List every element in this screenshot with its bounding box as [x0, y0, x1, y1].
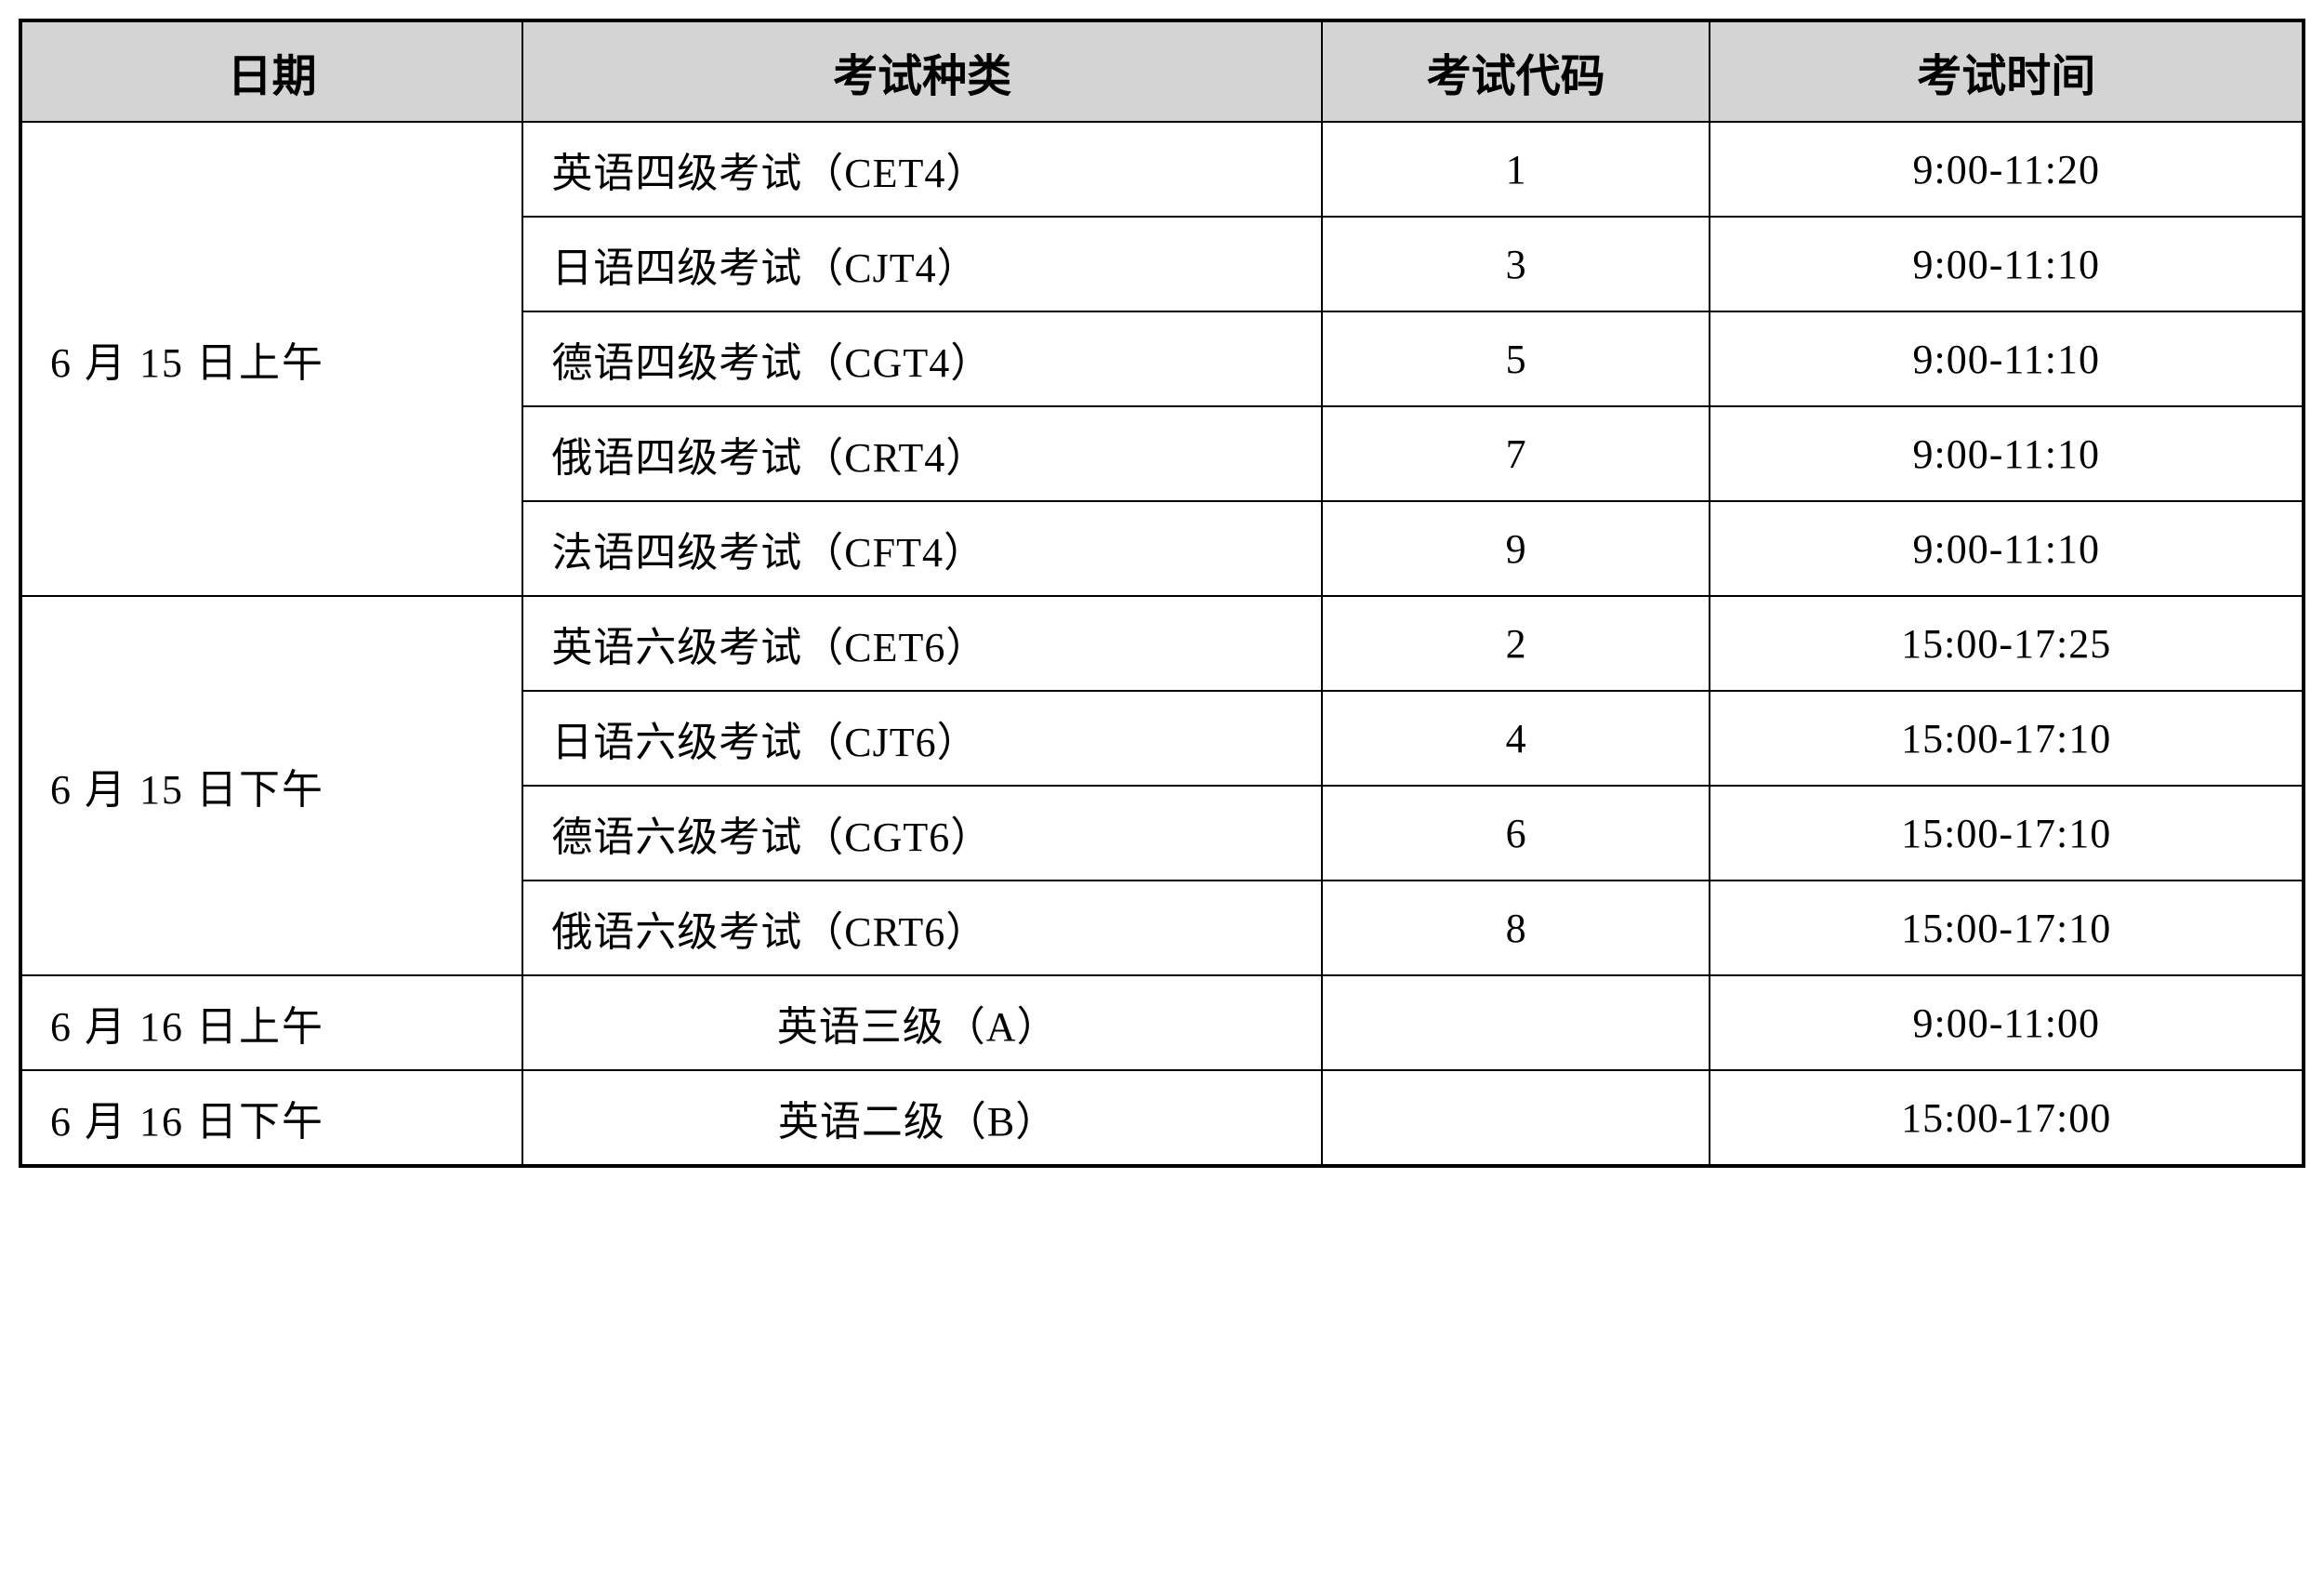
exam-time-cell: 15:00-17:10 — [1710, 691, 2304, 786]
col-header-date: 日期 — [20, 20, 522, 122]
exam-type-cell: 英语六级考试（CET6） — [522, 596, 1322, 691]
exam-type-cell: 俄语四级考试（CRT4） — [522, 406, 1322, 501]
exam-code-cell: 7 — [1322, 406, 1710, 501]
exam-code-cell: 8 — [1322, 881, 1710, 975]
table-header-row: 日期 考试种类 考试代码 考试时间 — [20, 20, 2304, 122]
date-cell: 6 月 15 日下午 — [20, 596, 522, 975]
exam-type-cell: 俄语六级考试（CRT6） — [522, 881, 1322, 975]
col-header-type: 考试种类 — [522, 20, 1322, 122]
exam-code-cell — [1322, 975, 1710, 1070]
exam-time-cell: 9:00-11:10 — [1710, 311, 2304, 406]
exam-code-cell: 4 — [1322, 691, 1710, 786]
exam-code-cell: 2 — [1322, 596, 1710, 691]
table-body: 6 月 15 日上午英语四级考试（CET4）19:00-11:20日语四级考试（… — [20, 122, 2304, 1166]
exam-time-cell: 15:00-17:00 — [1710, 1070, 2304, 1166]
exam-type-cell: 德语六级考试（CGT6） — [522, 786, 1322, 881]
date-cell: 6 月 15 日上午 — [20, 122, 522, 596]
exam-type-cell: 日语六级考试（CJT6） — [522, 691, 1322, 786]
exam-type-cell: 英语三级（A） — [522, 975, 1322, 1070]
col-header-time: 考试时间 — [1710, 20, 2304, 122]
exam-type-cell: 法语四级考试（CFT4） — [522, 501, 1322, 596]
exam-code-cell: 1 — [1322, 122, 1710, 217]
exam-type-cell: 德语四级考试（CGT4） — [522, 311, 1322, 406]
exam-time-cell: 15:00-17:10 — [1710, 881, 2304, 975]
table-row: 6 月 15 日下午英语六级考试（CET6）215:00-17:25 — [20, 596, 2304, 691]
exam-time-cell: 9:00-11:10 — [1710, 217, 2304, 311]
date-cell: 6 月 16 日上午 — [20, 975, 522, 1070]
exam-type-cell: 英语四级考试（CET4） — [522, 122, 1322, 217]
exam-time-cell: 15:00-17:10 — [1710, 786, 2304, 881]
exam-type-cell: 日语四级考试（CJT4） — [522, 217, 1322, 311]
exam-code-cell: 9 — [1322, 501, 1710, 596]
exam-code-cell: 6 — [1322, 786, 1710, 881]
date-cell: 6 月 16 日下午 — [20, 1070, 522, 1166]
exam-schedule-table-container: 日期 考试种类 考试代码 考试时间 6 月 15 日上午英语四级考试（CET4）… — [19, 19, 2305, 1168]
table-row: 6 月 15 日上午英语四级考试（CET4）19:00-11:20 — [20, 122, 2304, 217]
exam-time-cell: 9:00-11:10 — [1710, 406, 2304, 501]
exam-time-cell: 9:00-11:00 — [1710, 975, 2304, 1070]
exam-schedule-table: 日期 考试种类 考试代码 考试时间 6 月 15 日上午英语四级考试（CET4）… — [19, 19, 2305, 1168]
table-row: 6 月 16 日上午英语三级（A） 9:00-11:00 — [20, 975, 2304, 1070]
col-header-code: 考试代码 — [1322, 20, 1710, 122]
exam-code-cell: 3 — [1322, 217, 1710, 311]
table-row: 6 月 16 日下午英语二级（B） 15:00-17:00 — [20, 1070, 2304, 1166]
exam-time-cell: 9:00-11:10 — [1710, 501, 2304, 596]
exam-code-cell — [1322, 1070, 1710, 1166]
exam-time-cell: 15:00-17:25 — [1710, 596, 2304, 691]
exam-code-cell: 5 — [1322, 311, 1710, 406]
exam-time-cell: 9:00-11:20 — [1710, 122, 2304, 217]
exam-type-cell: 英语二级（B） — [522, 1070, 1322, 1166]
